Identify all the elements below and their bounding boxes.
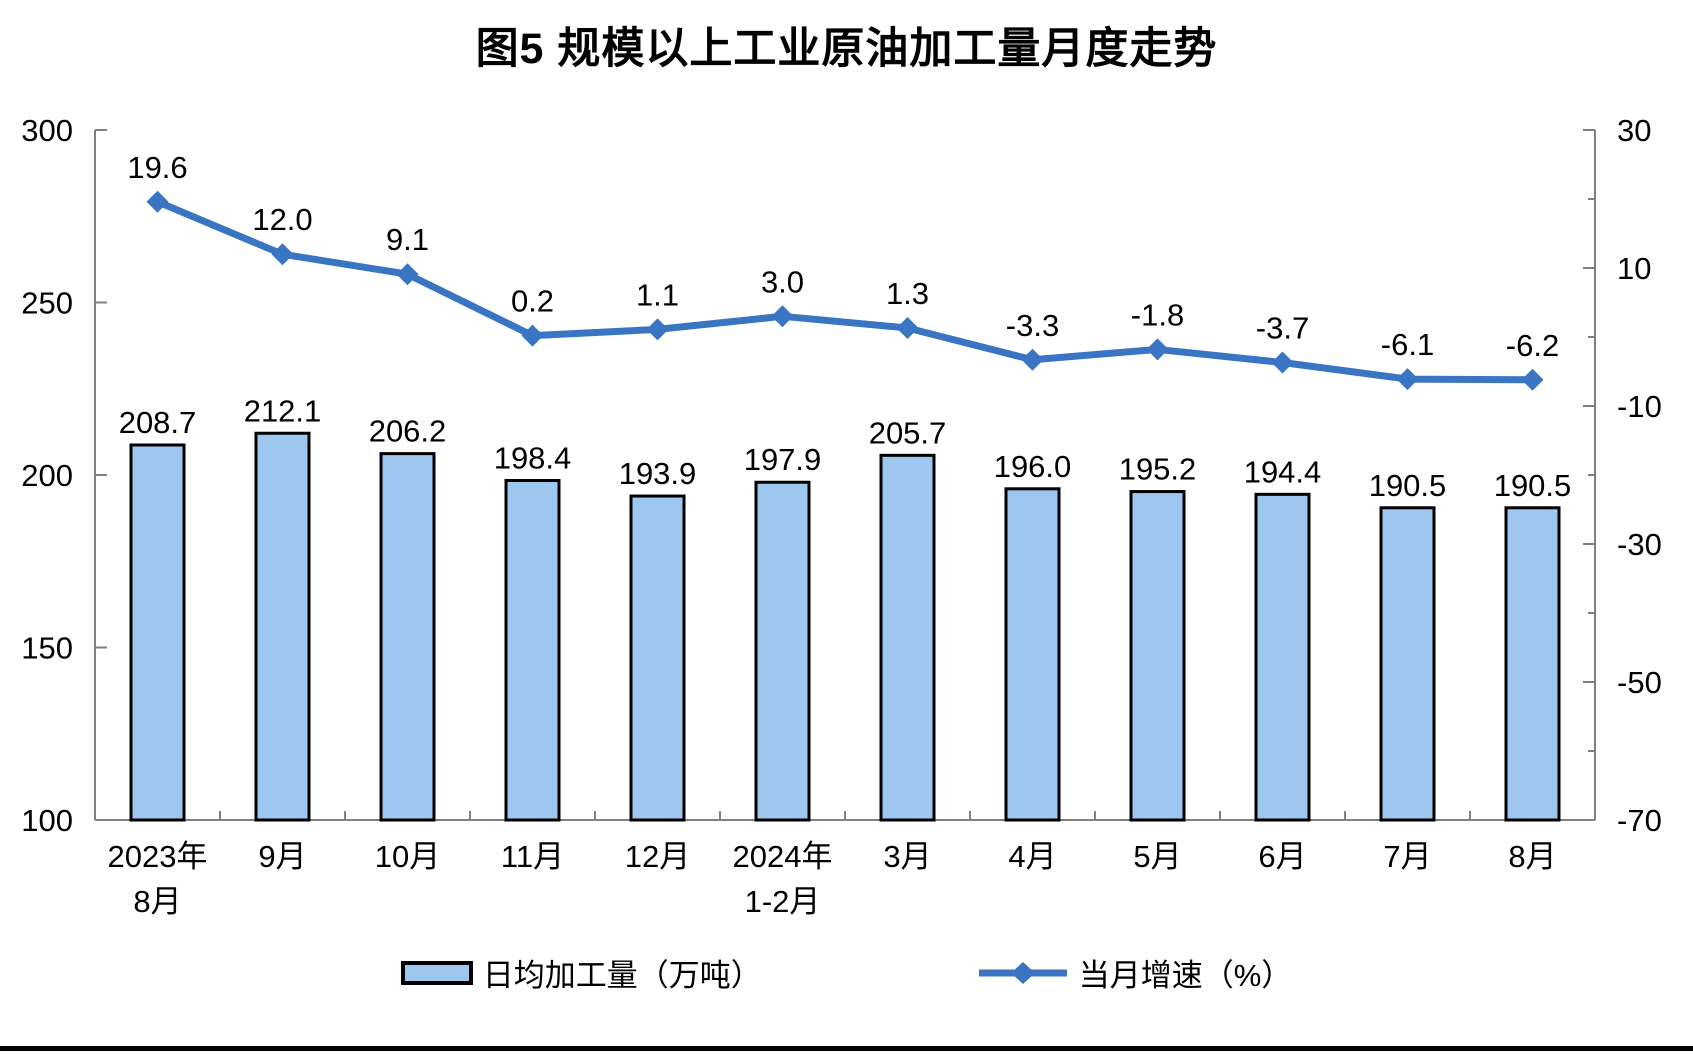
legend-diamond-marker bbox=[1010, 961, 1035, 984]
line-point-marker bbox=[271, 243, 294, 266]
bar-value-label: 198.4 bbox=[494, 441, 572, 476]
left-axis-tick-label: 250 bbox=[21, 286, 73, 321]
bar-value-label: 195.2 bbox=[1119, 452, 1197, 487]
line-point-marker bbox=[1021, 348, 1044, 371]
bar-6月 bbox=[1254, 492, 1311, 822]
bar-value-label: 193.9 bbox=[619, 456, 697, 491]
chart-title: 图5 规模以上工业原油加工量月度走势 bbox=[475, 25, 1218, 73]
line-point-marker bbox=[1146, 338, 1169, 361]
x-axis-category-label: 12月 bbox=[625, 839, 690, 874]
bar-value-label: 190.5 bbox=[1494, 468, 1572, 503]
line-point-marker bbox=[771, 305, 794, 328]
bar-value-label: 196.0 bbox=[994, 449, 1072, 484]
bottom-rule-divider bbox=[0, 1046, 1693, 1051]
line-value-label: -1.8 bbox=[1131, 297, 1184, 332]
x-axis-category-label: 3月 bbox=[883, 839, 931, 874]
bar-4月 bbox=[1004, 487, 1061, 822]
x-axis-category-label: 8月 bbox=[1508, 839, 1556, 874]
left-axis-tick-label: 100 bbox=[21, 803, 73, 838]
chart-legend: 日均加工量（万吨） 当月增速（%） bbox=[0, 950, 1693, 995]
right-axis-tick-label: -30 bbox=[1617, 527, 1662, 562]
left-axis-tick-label: 200 bbox=[21, 458, 73, 493]
bar-value-label: 205.7 bbox=[869, 415, 947, 450]
line-value-label: 9.1 bbox=[386, 222, 429, 257]
bar-value-label: 197.9 bbox=[744, 442, 822, 477]
right-axis-tick-label: -50 bbox=[1617, 665, 1662, 700]
line-value-label: 3.0 bbox=[761, 264, 804, 299]
right-axis-tick-label: 30 bbox=[1617, 113, 1651, 148]
line-value-label: -6.1 bbox=[1381, 327, 1434, 362]
line-point-marker bbox=[1396, 368, 1419, 391]
line-value-label: 12.0 bbox=[252, 202, 312, 237]
legend-label-bar-series: 日均加工量（万吨） bbox=[482, 958, 762, 993]
x-axis-category-label: 2024年 bbox=[733, 839, 833, 874]
line-value-label: 0.2 bbox=[511, 284, 554, 319]
line-series-swatch-icon bbox=[978, 961, 1067, 984]
bar-series-swatch-icon bbox=[400, 960, 473, 985]
line-point-marker bbox=[896, 317, 919, 340]
line-value-label: 1.3 bbox=[886, 276, 929, 311]
bar-2023年8月 bbox=[129, 443, 186, 822]
line-point-marker bbox=[1521, 368, 1544, 391]
line-point-marker bbox=[146, 190, 169, 213]
bar-value-label: 212.1 bbox=[244, 393, 322, 428]
line-point-marker bbox=[396, 263, 419, 286]
bar-value-label: 194.4 bbox=[1244, 454, 1322, 489]
right-axis-tick-label: 10 bbox=[1617, 251, 1651, 286]
x-axis-category-label: 2023年 bbox=[108, 839, 208, 874]
bar-9月 bbox=[254, 431, 311, 822]
right-axis-tick-label: -10 bbox=[1617, 389, 1662, 424]
line-value-label: -6.2 bbox=[1506, 328, 1559, 363]
line-value-label: 1.1 bbox=[636, 277, 679, 312]
bar-5月 bbox=[1129, 490, 1186, 822]
bar-12月 bbox=[629, 494, 686, 822]
line-value-label: -3.3 bbox=[1006, 308, 1059, 343]
growth-rate-line bbox=[154, 198, 1536, 384]
right-axis-tick-label: -70 bbox=[1617, 803, 1662, 838]
bar-value-label: 190.5 bbox=[1369, 468, 1447, 503]
line-value-label: -3.7 bbox=[1256, 311, 1309, 346]
bar-7月 bbox=[1379, 506, 1436, 822]
bar-value-label: 208.7 bbox=[119, 405, 197, 440]
bar-3月 bbox=[879, 453, 936, 822]
left-axis-tick-label: 150 bbox=[21, 631, 73, 666]
x-axis-category-label: 5月 bbox=[1133, 839, 1181, 874]
bar-11月 bbox=[504, 479, 561, 822]
legend-item-line-series: 当月增速（%） bbox=[977, 950, 1293, 995]
x-axis-category-label: 9月 bbox=[258, 839, 306, 874]
x-axis-category-label: 4月 bbox=[1008, 839, 1056, 874]
bar-value-label: 206.2 bbox=[369, 414, 447, 449]
x-axis-category-label: 6月 bbox=[1258, 839, 1306, 874]
line-point-marker bbox=[646, 318, 669, 341]
line-value-label: 19.6 bbox=[127, 150, 187, 185]
left-axis-tick-label: 300 bbox=[21, 113, 73, 148]
x-axis-category-label-line2: 8月 bbox=[133, 884, 181, 919]
x-axis-category-label: 10月 bbox=[375, 839, 440, 874]
legend-label-line-series: 当月增速（%） bbox=[1078, 958, 1293, 993]
line-point-marker bbox=[1271, 351, 1294, 374]
line-point-marker bbox=[521, 324, 544, 347]
bar-10月 bbox=[379, 452, 436, 822]
x-axis-category-label: 7月 bbox=[1383, 839, 1431, 874]
x-axis-category-label-line2: 1-2月 bbox=[745, 884, 821, 919]
bar-8月 bbox=[1504, 506, 1561, 822]
legend-item-bar-series: 日均加工量（万吨） bbox=[400, 950, 762, 995]
x-axis-category-label: 11月 bbox=[501, 839, 564, 874]
bar-2024年1-2月 bbox=[754, 480, 811, 822]
